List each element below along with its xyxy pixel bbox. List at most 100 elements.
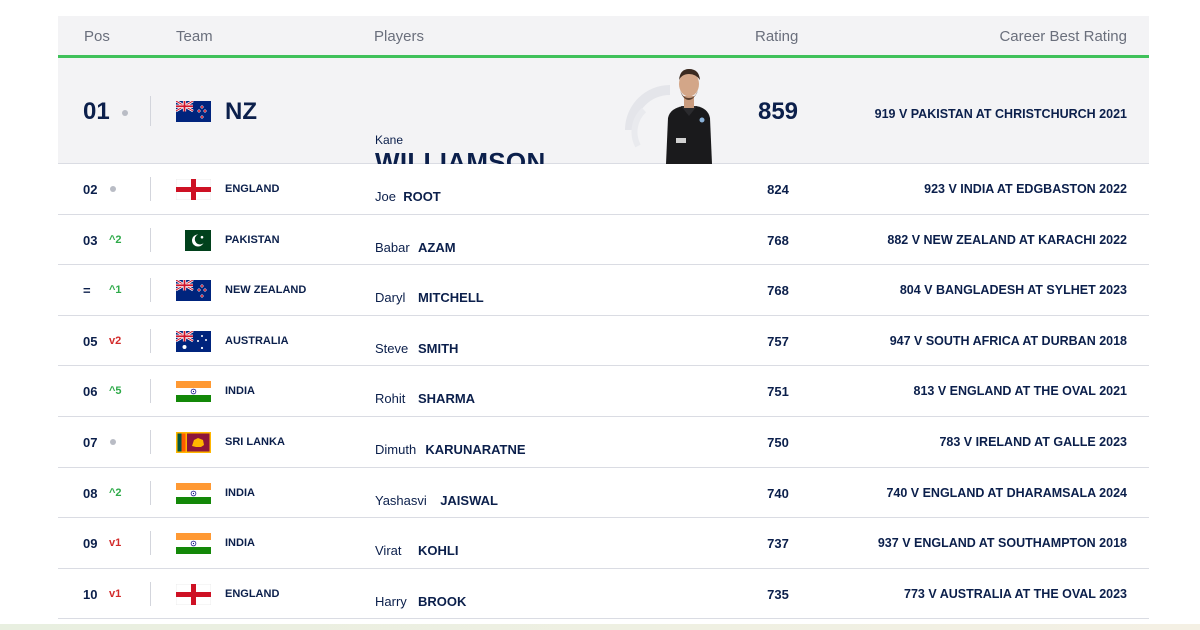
team-name[interactable]: PAKISTAN [225, 233, 280, 246]
pakistan-flag-icon [176, 229, 211, 251]
table-row[interactable]: 09 v1 INDIA Virat KOHLI 737 937 V ENGLAN… [58, 518, 1149, 569]
player-first-name[interactable]: Babar [375, 239, 410, 255]
header-rating: Rating [755, 28, 799, 45]
divider [150, 278, 151, 303]
career-best-rating: 923 V INDIA AT EDGBASTON 2022 [924, 182, 1127, 196]
table-row[interactable]: 08 ^2 INDIA Yashasvi JAISWAL 740 740 V E… [58, 467, 1149, 519]
divider [150, 227, 151, 252]
rank-down-indicator: v1 [109, 537, 122, 550]
header-pos: Pos [84, 28, 110, 45]
position: 02 [83, 182, 98, 197]
team-name[interactable]: ENGLAND [225, 183, 280, 195]
rating-value: 751 [767, 384, 789, 400]
player-last-name[interactable]: JAISWAL [440, 492, 498, 508]
team-name[interactable]: AUSTRALIA [225, 334, 289, 347]
player-first-name[interactable]: Daryl [375, 290, 406, 306]
position: 01 [83, 98, 110, 125]
team-name[interactable]: INDIA [225, 537, 255, 550]
header-players: Players [374, 28, 425, 45]
player-last-name[interactable]: BROOK [418, 593, 467, 609]
no-change-dot-icon [110, 438, 116, 445]
player-first-name[interactable]: Dimuth [375, 441, 417, 457]
rankings-table: Pos Team Players Rating Career Best Rati… [58, 16, 1149, 630]
rank-up-indicator: ^1 [109, 284, 122, 297]
player-first-name[interactable]: Kane [375, 133, 404, 147]
team-name[interactable]: INDIA [225, 486, 255, 499]
position: 10 [83, 586, 98, 602]
career-best-rating: 882 V NEW ZEALAND AT KARACHI 2022 [887, 232, 1127, 247]
nz-flag-icon [176, 101, 211, 122]
no-change-dot-icon [122, 110, 128, 116]
rating-value: 735 [767, 586, 789, 602]
divider [150, 177, 151, 201]
team-name[interactable]: NZ [225, 98, 257, 125]
player-photo [624, 60, 714, 164]
rating-value: 740 [767, 485, 789, 501]
position: 05 [83, 333, 98, 349]
rating-value: 768 [767, 283, 789, 299]
player-first-name[interactable]: Virat [375, 543, 402, 559]
england-flag-icon [176, 179, 211, 200]
position: 07 [83, 434, 98, 450]
player-last-name[interactable]: MITCHELL [418, 290, 484, 306]
player-last-name[interactable]: ROOT [403, 189, 441, 204]
divider [150, 480, 151, 505]
rating-value: 824 [767, 182, 789, 197]
divider [150, 581, 151, 606]
player-last-name[interactable]: SHARMA [418, 391, 476, 407]
no-change-dot-icon [110, 186, 116, 192]
position: = [83, 283, 91, 299]
career-best-rating: 937 V ENGLAND AT SOUTHAMPTON 2018 [877, 536, 1127, 551]
table-row[interactable]: 10 v1 ENGLAND Harry BROOK 735 773 V AUST… [58, 568, 1149, 620]
divider [150, 531, 151, 556]
player-first-name[interactable]: Steve [375, 340, 409, 356]
team-name[interactable]: NEW ZEALAND [225, 284, 307, 297]
rating-value: 750 [767, 434, 789, 450]
player-last-name[interactable]: KOHLI [418, 543, 459, 559]
player-first-name[interactable]: Rohit [375, 391, 406, 407]
divider [150, 379, 151, 404]
australia-flag-icon [176, 330, 211, 352]
rank-down-indicator: v1 [109, 587, 122, 600]
header-team: Team [176, 28, 213, 45]
position: 08 [83, 485, 98, 501]
india-flag-icon [176, 533, 211, 555]
player-first-name[interactable]: Yashasvi [375, 492, 427, 508]
nz-flag-icon [176, 280, 211, 302]
position: 06 [83, 384, 98, 400]
rating-value: 757 [767, 333, 789, 349]
table-row[interactable]: 03 ^2 PAKISTAN Babar AZAM 768 882 V NEW … [58, 214, 1149, 266]
table-row[interactable]: 07 SRI LANKA Dimuth KARUNARATNE 750 783 … [58, 416, 1149, 468]
player-last-name[interactable]: SMITH [418, 340, 459, 356]
table-row[interactable]: = ^1 NEW ZEALAND Daryl MITCHELL 768 804 … [58, 265, 1149, 316]
player-first-name[interactable]: Joe [375, 189, 396, 204]
player-last-name[interactable]: KARUNARATNE [425, 441, 526, 457]
india-flag-icon [176, 482, 211, 504]
position: 09 [83, 536, 98, 552]
player-last-name[interactable]: AZAM [418, 239, 456, 255]
team-name[interactable]: SRI LANKA [225, 435, 285, 448]
rank-up-indicator: ^5 [109, 385, 122, 398]
table-row[interactable]: 06 ^5 INDIA Rohit SHARMA 751 813 V ENGLA… [58, 366, 1149, 417]
rating-value: 737 [767, 536, 789, 552]
team-name[interactable]: INDIA [225, 385, 255, 398]
career-best-rating: 804 V BANGLADESH AT SYLHET 2023 [899, 283, 1127, 298]
rating-value: 768 [767, 232, 789, 248]
table-row[interactable]: 05 v2 AUSTRALIA Steve SMITH 757 947 V SO… [58, 315, 1149, 367]
bottom-divider [0, 624, 1200, 630]
player-first-name[interactable]: Harry [375, 593, 407, 609]
position: 03 [83, 232, 98, 248]
table-row[interactable]: 01 NZ Kane WILLIAMSON 859 919 V PAKISTAN… [58, 58, 1149, 177]
career-best-rating: 947 V SOUTH AFRICA AT DURBAN 2018 [889, 333, 1127, 348]
rank-up-indicator: ^2 [109, 233, 122, 246]
career-best-rating: 919 V PAKISTAN AT CHRISTCHURCH 2021 [874, 107, 1127, 121]
divider [150, 429, 151, 454]
srilanka-flag-icon [176, 431, 211, 453]
team-name[interactable]: ENGLAND [225, 587, 280, 600]
divider [150, 328, 151, 353]
career-best-rating: 773 V AUSTRALIA AT THE OVAL 2023 [904, 586, 1127, 601]
rank-up-indicator: ^2 [109, 486, 122, 499]
table-header: Pos Team Players Rating Career Best Rati… [58, 16, 1149, 58]
table-row[interactable]: 02 ENGLAND Joe ROOT 824 923 V INDIA AT E… [58, 164, 1149, 215]
rating-value: 859 [757, 98, 799, 125]
